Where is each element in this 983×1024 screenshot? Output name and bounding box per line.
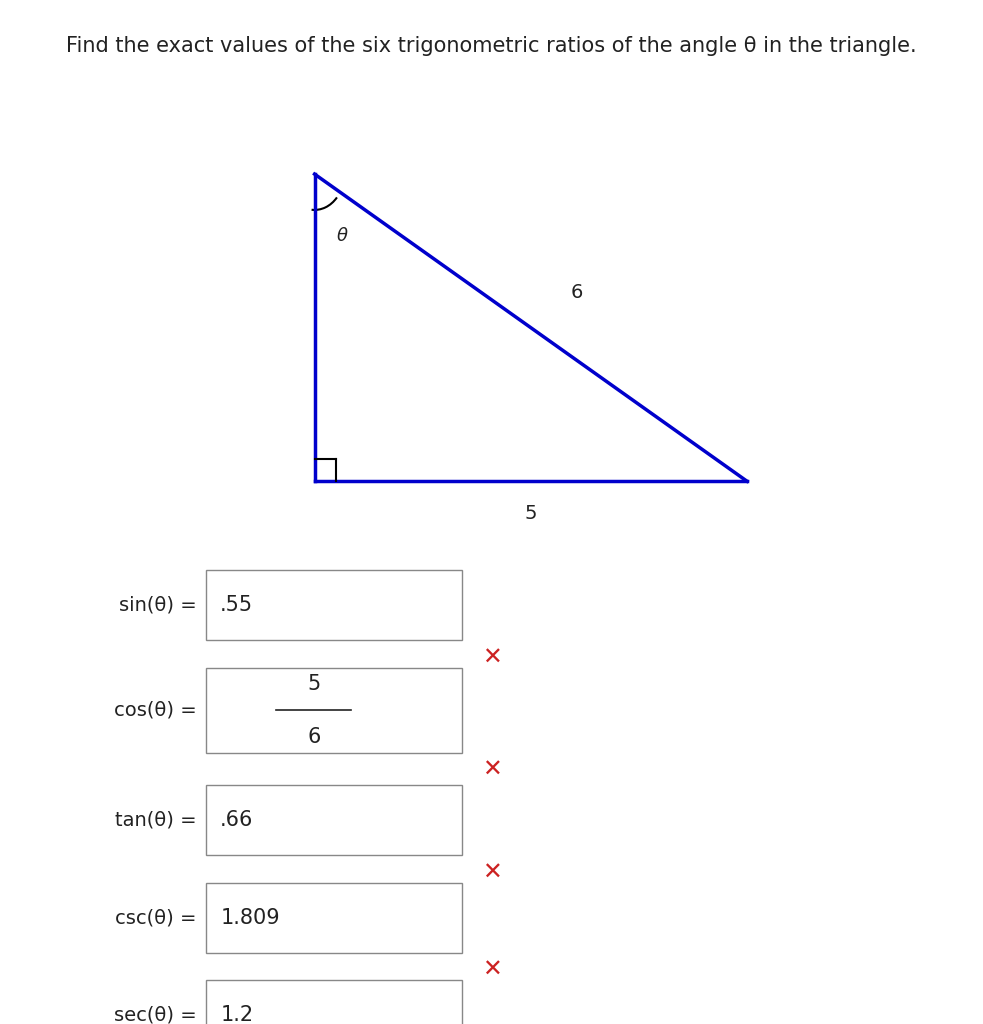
- Text: csc(θ) =: csc(θ) =: [115, 908, 197, 927]
- Bar: [206, 668, 462, 753]
- Text: tan(θ) =: tan(θ) =: [115, 811, 197, 829]
- Text: ✕: ✕: [482, 758, 501, 782]
- Text: 6: 6: [307, 727, 320, 746]
- Text: 6: 6: [570, 283, 583, 302]
- Text: 5: 5: [525, 504, 537, 523]
- Text: 1.809: 1.809: [220, 907, 280, 928]
- Text: 1.2: 1.2: [220, 1005, 254, 1024]
- Text: .66: .66: [220, 810, 254, 830]
- Text: Find the exact values of the six trigonometric ratios of the angle θ in the tria: Find the exact values of the six trigono…: [66, 36, 917, 56]
- Text: ✕: ✕: [482, 860, 501, 885]
- Bar: [206, 570, 462, 640]
- Text: ✕: ✕: [482, 645, 501, 670]
- Text: cos(θ) =: cos(θ) =: [114, 700, 197, 720]
- Text: θ: θ: [336, 227, 347, 246]
- Text: sin(θ) =: sin(θ) =: [119, 596, 197, 614]
- Bar: [206, 980, 462, 1024]
- Text: 5: 5: [307, 674, 320, 694]
- Text: .55: .55: [220, 595, 254, 615]
- Text: ✕: ✕: [482, 957, 501, 982]
- Text: sec(θ) =: sec(θ) =: [114, 1006, 197, 1024]
- Bar: [206, 785, 462, 855]
- Bar: [206, 883, 462, 952]
